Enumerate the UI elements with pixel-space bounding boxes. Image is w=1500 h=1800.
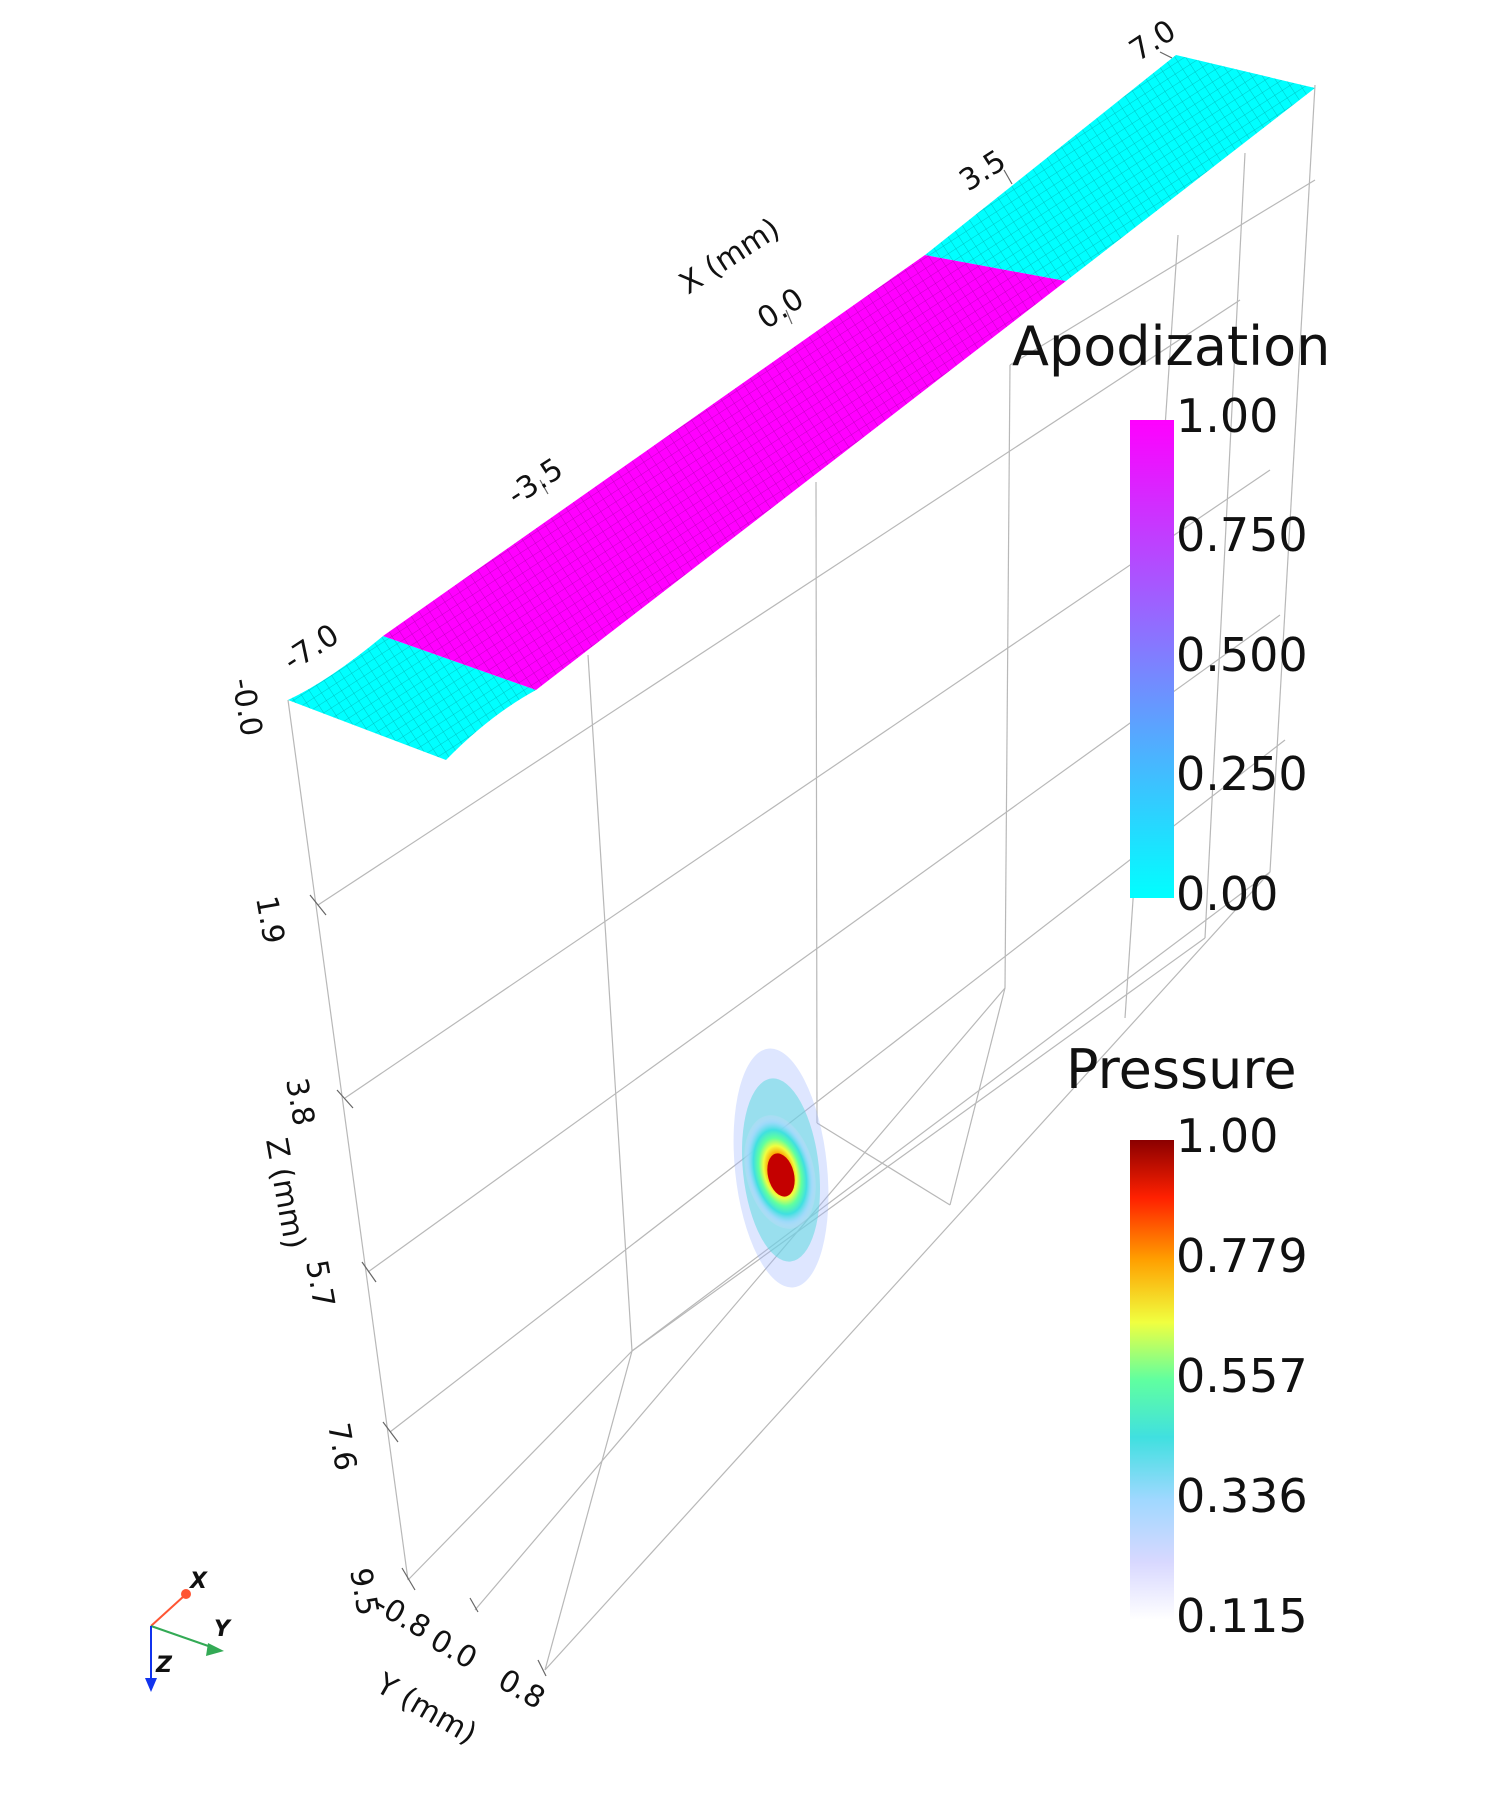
apodization-legend: Apodization 1.00 0.750 0.500 0.250 0.00 <box>1012 315 1330 921</box>
z-tick-label: 3.8 <box>278 1075 321 1128</box>
z-tick-label: 1.9 <box>248 893 291 946</box>
apodization-tick: 1.00 <box>1176 389 1278 443</box>
z-tick-label: 9.5 <box>342 1565 385 1618</box>
pressure-tick: 0.779 <box>1176 1229 1308 1283</box>
z-tick-label: 5.7 <box>298 1257 341 1310</box>
x-tick-label: -3.5 <box>501 451 569 512</box>
triad-y-axis <box>150 1625 215 1649</box>
apodization-legend-title: Apodization <box>1012 315 1330 378</box>
apodization-colorbar <box>1130 420 1174 898</box>
z-axis-title: Z (mm) <box>258 1135 312 1251</box>
pressure-tick: 1.00 <box>1176 1109 1278 1163</box>
apodization-tick: 0.750 <box>1176 508 1308 562</box>
orientation-triad: X Y Z <box>145 1569 232 1692</box>
y-tick-label: 0.8 <box>492 1663 551 1717</box>
z-axis: -0.0 1.9 3.8 5.7 7.6 9.5 Z (mm) <box>224 675 416 1618</box>
triad-y-label: Y <box>214 1617 232 1642</box>
x-axis-title: X (mm) <box>673 211 786 301</box>
triad-z-arrowhead-icon <box>145 1678 157 1692</box>
y-axis: -0.8 0.0 0.8 Y (mm) <box>368 1587 551 1752</box>
bounding-box-grid <box>287 84 1316 1671</box>
apodization-tick: 0.250 <box>1176 747 1308 801</box>
apodization-tick: 0.00 <box>1176 867 1278 921</box>
pressure-field <box>733 1048 829 1288</box>
pressure-legend-title: Pressure <box>1066 1038 1297 1101</box>
triad-x-arrowhead-icon <box>181 1589 191 1599</box>
apodization-tick: 0.500 <box>1176 628 1308 682</box>
y-axis-title: Y (mm) <box>369 1666 482 1752</box>
x-tick-label: 3.5 <box>953 143 1012 198</box>
triad-y-arrowhead-icon <box>206 1643 224 1656</box>
pressure-tick: 0.336 <box>1176 1469 1308 1523</box>
pressure-tick: 0.115 <box>1176 1589 1308 1643</box>
pressure-tick: 0.557 <box>1176 1349 1308 1403</box>
x-tick-label: -7.0 <box>277 617 345 678</box>
z-tick-label: 7.6 <box>320 1420 363 1473</box>
y-tick-label: 0.0 <box>424 1623 483 1677</box>
x-tick-label: 0.0 <box>751 281 810 336</box>
pressure-colorbar <box>1130 1140 1174 1620</box>
triad-z-label: Z <box>155 1653 173 1678</box>
transducer-surface <box>288 55 1315 760</box>
triad-x-axis <box>150 1595 185 1627</box>
triad-x-label: X <box>188 1569 208 1594</box>
z-tick-label: -0.0 <box>224 675 269 739</box>
pressure-legend: Pressure 1.00 0.779 0.557 0.336 0.115 <box>1066 1038 1308 1643</box>
